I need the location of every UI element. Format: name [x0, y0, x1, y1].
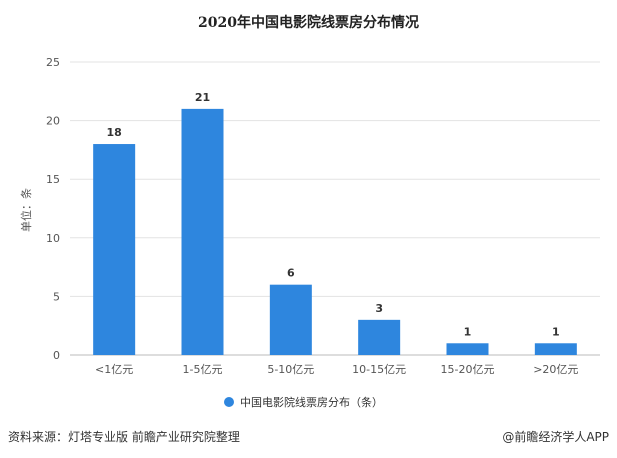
y-axis-label: 单位：条 — [19, 188, 33, 232]
x-tick-label: >20亿元 — [533, 363, 578, 376]
bars — [93, 108, 577, 355]
legend-label: 中国电影院线票房分布（条） — [240, 395, 383, 409]
x-tick-label: 15-20亿元 — [441, 363, 495, 376]
data-label: 1 — [552, 325, 560, 338]
legend-swatch — [224, 397, 234, 407]
x-tick-label: <1亿元 — [95, 363, 133, 376]
y-tick-label: 25 — [46, 56, 60, 69]
gridlines — [70, 61, 600, 356]
footer-source: 资料来源：灯塔专业版 前瞻产业研究院整理 — [8, 430, 240, 444]
bar — [358, 319, 401, 355]
x-tick-label: 1-5亿元 — [183, 363, 223, 376]
data-label: 1 — [464, 325, 472, 338]
x-axis-ticks: <1亿元 1-5亿元 5-10亿元 10-15亿元 15-20亿元 >20亿元 — [95, 363, 578, 376]
bar — [446, 343, 489, 355]
y-tick-label: 5 — [53, 290, 60, 303]
bar — [269, 284, 312, 355]
data-label: 18 — [107, 126, 122, 139]
y-tick-label: 10 — [46, 232, 60, 245]
x-tick-label: 5-10亿元 — [267, 363, 314, 376]
bar — [93, 144, 136, 355]
data-label: 3 — [375, 302, 383, 315]
y-axis-ticks: 0 5 10 15 20 25 — [46, 56, 60, 362]
y-tick-label: 0 — [53, 349, 60, 362]
x-tick-label: 10-15亿元 — [352, 363, 406, 376]
bar — [534, 343, 577, 355]
chart-title: 2020年中国电影院线票房分布情况 — [198, 15, 419, 31]
y-tick-label: 20 — [46, 115, 60, 128]
data-label: 6 — [287, 267, 295, 280]
data-labels: 18 21 6 3 1 1 — [107, 91, 560, 338]
legend: 中国电影院线票房分布（条） — [224, 395, 383, 409]
data-label: 21 — [195, 91, 210, 104]
y-tick-label: 15 — [46, 173, 60, 186]
bar — [181, 108, 224, 355]
footer-brand: @前瞻经济学人APP — [502, 430, 609, 444]
